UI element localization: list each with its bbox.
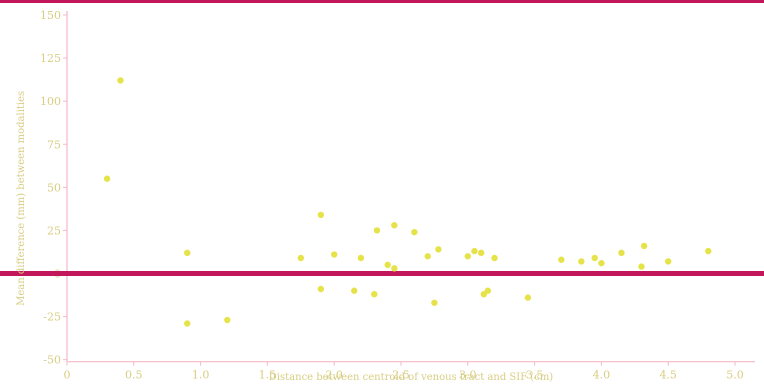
data-point — [411, 228, 418, 236]
data-point — [184, 320, 191, 327]
data-point — [384, 261, 391, 269]
data-point — [431, 299, 438, 306]
y-tick-label: 50 — [47, 181, 61, 194]
data-point — [391, 265, 398, 272]
data-point — [224, 316, 231, 324]
data-point — [640, 242, 648, 250]
y-tick-label: 100 — [40, 95, 61, 108]
y-ticks-group: 1501251007550250-25-50 — [40, 9, 67, 367]
x-tick-label: 3.0 — [459, 369, 477, 382]
y-tick-label: -50 — [43, 354, 61, 367]
data-point — [331, 251, 338, 258]
data-point — [578, 258, 585, 265]
data-point — [117, 77, 124, 84]
data-point — [351, 287, 358, 294]
data-point — [371, 290, 378, 298]
x-tick-label: 2.0 — [325, 369, 343, 382]
data-point — [391, 222, 398, 229]
data-point — [618, 249, 625, 257]
data-point — [491, 254, 498, 262]
data-point — [184, 249, 191, 257]
y-tick-label: 25 — [47, 224, 61, 237]
data-point — [464, 253, 471, 260]
x-tick-label: 5.0 — [726, 369, 744, 382]
data-point — [705, 247, 712, 255]
data-point — [103, 175, 111, 182]
data-point — [435, 246, 442, 253]
data-point — [665, 258, 672, 265]
data-point — [591, 254, 598, 262]
y-tick-label: 125 — [40, 52, 61, 65]
data-point — [373, 227, 381, 234]
x-tick-label: 1.5 — [259, 369, 277, 382]
x-tick-label: 0 — [64, 369, 71, 382]
data-point — [477, 249, 485, 257]
top-border-line — [0, 0, 764, 3]
y-tick-label: 75 — [47, 138, 61, 151]
data-point — [638, 263, 645, 270]
x-tick-label: 1.0 — [192, 369, 210, 382]
axes-group — [66, 11, 755, 363]
data-point — [598, 259, 605, 267]
x-tick-label: 0.5 — [125, 369, 143, 382]
data-point — [524, 294, 532, 301]
x-tick-label: 2.5 — [392, 369, 410, 382]
y-axis-title: Mean difference (mm) between modalities — [16, 91, 27, 306]
data-points-group — [103, 77, 712, 327]
data-point — [317, 211, 325, 219]
data-point — [558, 256, 565, 263]
x-tick-label: 3.5 — [526, 369, 544, 382]
y-tick-label: -25 — [43, 311, 61, 324]
x-axis-title: Distance between centroid of venous trac… — [269, 372, 553, 383]
x-tick-label: 4.0 — [593, 369, 611, 382]
data-point — [471, 247, 478, 255]
data-point — [357, 254, 365, 262]
data-point — [297, 254, 304, 262]
x-tick-label: 4.5 — [659, 369, 677, 382]
y-tick-label: 150 — [40, 9, 61, 22]
data-point — [484, 287, 492, 294]
x-ticks-group: 0 0.5 1.0 1.5 2.0 2.5 3.0 3.5 4.0 4.5 5.0 — [64, 361, 744, 382]
data-point — [424, 253, 431, 260]
data-point — [317, 285, 325, 293]
